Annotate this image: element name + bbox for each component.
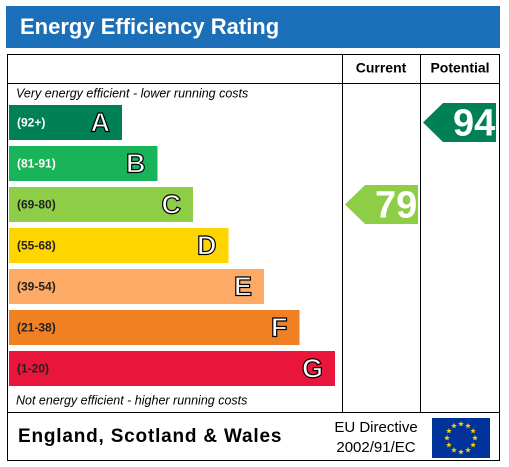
directive: EU Directive	[334, 419, 417, 436]
region: England, Scotland & Wales	[18, 426, 282, 447]
eu-star	[470, 442, 476, 448]
eu-star	[472, 435, 478, 441]
title-bar	[6, 6, 500, 48]
eu-stars	[444, 421, 478, 455]
eu-star	[446, 442, 452, 448]
band-letter: E	[234, 272, 252, 302]
eu-star	[458, 421, 464, 427]
band-range: (55-68)	[17, 239, 56, 253]
band-bar	[9, 105, 122, 140]
frame	[7, 54, 500, 461]
rating-arrow: 79	[345, 185, 418, 227]
rating-arrow-shape	[423, 103, 496, 142]
title: Energy Efficiency Rating	[20, 14, 279, 39]
eu-star	[465, 447, 471, 453]
rating-arrow: 94	[423, 103, 496, 145]
band-bar	[9, 269, 264, 304]
bottom-note: Not energy efficient - higher running co…	[16, 393, 247, 407]
eu-star	[444, 435, 450, 441]
band-bar	[9, 146, 158, 181]
eu-star	[451, 447, 457, 453]
directive: 2002/91/EC	[336, 439, 415, 456]
eu-star	[458, 449, 464, 455]
eu-star	[451, 422, 457, 429]
band-letter: D	[197, 231, 217, 261]
column-header: Potential	[430, 60, 489, 76]
band-bar	[9, 310, 300, 345]
band-bar	[9, 187, 193, 222]
rating-value: 94	[453, 103, 495, 145]
band-letter: C	[162, 190, 182, 220]
eu-star	[465, 422, 471, 429]
eu-star	[446, 428, 452, 434]
eu-star	[470, 428, 476, 434]
top-note: Very energy efficient - lower running co…	[16, 86, 248, 100]
band-range: (21-38)	[17, 321, 56, 335]
band-letter: G	[302, 354, 323, 384]
band-letter: F	[271, 313, 288, 343]
band-range: (81-91)	[17, 157, 56, 171]
rating-value: 79	[375, 185, 417, 227]
band-letter: A	[91, 108, 111, 138]
band-range: (1-20)	[17, 362, 49, 376]
band-letter: B	[126, 149, 146, 179]
band-range: (92+)	[17, 116, 45, 130]
band-range: (69-80)	[17, 198, 56, 212]
band-bar	[9, 351, 335, 386]
rating-arrow-shape	[345, 185, 418, 224]
band-bar	[9, 228, 229, 263]
band-range: (39-54)	[17, 280, 56, 294]
column-header: Current	[356, 60, 407, 76]
